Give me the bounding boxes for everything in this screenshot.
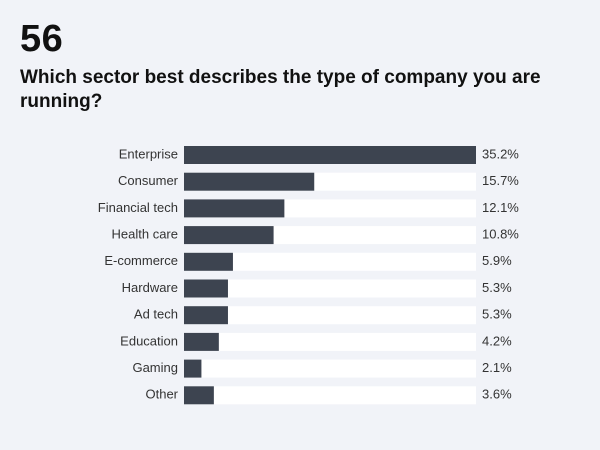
bar-row-ad-tech: Ad tech 5.3% [134,306,512,325]
category-label-consumer: Consumer [118,173,179,188]
category-label-health-care: Health care [112,227,178,242]
value-label-enterprise: 35.2% [482,146,519,161]
bar-row-hardware: Hardware 5.3% [122,279,512,298]
bar-gaming [184,359,202,378]
bar-ad-tech [184,306,228,325]
category-label-enterprise: Enterprise [119,146,178,161]
value-label-ad-tech: 5.3% [482,307,512,322]
bar-e-commerce [184,252,233,271]
bar-enterprise [184,146,476,164]
category-label-hardware: Hardware [122,280,178,295]
bar-health-care [184,226,274,245]
bar-other [184,386,214,405]
bar-row-consumer: Consumer 15.7% [118,172,519,191]
bar-row-enterprise: Enterprise 35.2% [119,146,519,164]
bar-track-education [184,332,476,351]
bar-row-financial-tech: Financial tech 12.1% [98,199,519,218]
bar-row-education: Education 4.2% [120,332,512,351]
bar-track-other [184,386,476,405]
category-label-other: Other [145,387,178,402]
bar-consumer [184,172,315,191]
value-label-consumer: 15.7% [482,173,519,188]
question-number: 56 [20,18,64,60]
value-label-gaming: 2.1% [482,360,512,375]
bar-row-health-care: Health care 10.8% [112,226,519,245]
value-label-health-care: 10.8% [482,227,519,242]
bar-row-e-commerce: E-commerce 5.9% [104,252,512,271]
bar-row-gaming: Gaming 2.1% [132,359,512,378]
bar-track-gaming [184,359,476,378]
bar-hardware [184,279,228,298]
question-title: Which sector best describes the type of … [20,67,541,112]
bar-track-hardware [184,279,476,298]
value-label-hardware: 5.3% [482,280,512,295]
category-label-education: Education [120,333,178,348]
category-label-e-commerce: E-commerce [104,253,178,268]
value-label-financial-tech: 12.1% [482,200,519,215]
bar-row-other: Other 3.6% [145,386,512,405]
bar-education [184,332,219,351]
value-label-other: 3.6% [482,387,512,402]
value-label-education: 4.2% [482,333,512,348]
bar-financial-tech [184,199,285,218]
category-label-financial-tech: Financial tech [98,200,178,215]
category-label-ad-tech: Ad tech [134,307,178,322]
category-label-gaming: Gaming [132,360,178,375]
value-label-e-commerce: 5.9% [482,253,512,268]
bar-track-e-commerce [184,252,476,271]
bar-track-ad-tech [184,306,476,325]
